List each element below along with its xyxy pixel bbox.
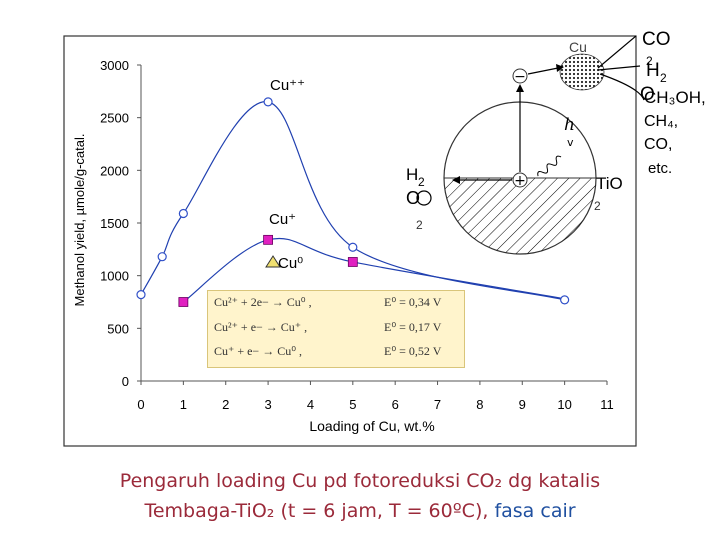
curve-cu-plus (183, 237, 565, 303)
x-tick-label: 0 (137, 397, 144, 412)
x-tick-label: 2 (222, 397, 229, 412)
x-tick-label: 4 (307, 397, 314, 412)
x-tick-label: 3 (264, 397, 271, 412)
data-point-circle (560, 295, 570, 305)
co2-line (597, 35, 637, 69)
data-point-circle (263, 97, 273, 107)
x-tick-label: 6 (392, 397, 399, 412)
caption-line-2: Tembaga-TiO₂ (t = 6 jam, T = 60ºC), fasa… (0, 500, 720, 522)
annotation-cu-2plus: Cu⁺⁺ (270, 77, 305, 94)
hole-plus: + (514, 173, 526, 189)
equation-potential: E⁰ = 0,17 V (384, 320, 442, 334)
equation-potential: E⁰ = 0,52 V (384, 344, 442, 358)
o2-label-sub: 2 (416, 218, 423, 232)
caption-conditions: Tembaga-TiO₂ (t = 6 jam, T = 60ºC), (144, 500, 489, 522)
hole-symbol (512, 172, 528, 188)
h2o-label-o: O (406, 188, 420, 208)
cu-label: Cu (569, 39, 587, 55)
equation-left: Cu⁺ + e− → Cu⁰ , (214, 344, 303, 358)
product-methanol: CH₃OH, (644, 88, 706, 107)
redox-equations-box: Cu²⁺ + 2e− → Cu⁰ , E⁰ = 0,34 V Cu²⁺ + e−… (207, 290, 465, 368)
h2o-product-h: H (646, 60, 660, 81)
y-tick-label: 500 (107, 321, 129, 336)
tio2-label: TiO (596, 174, 623, 193)
product-co: CO, (644, 136, 672, 153)
equation-potential: E⁰ = 0,34 V (384, 295, 442, 309)
equation-left: Cu²⁺ + e− → Cu⁺ , (214, 320, 308, 334)
x-axis-label: Loading of Cu, wt.% (309, 418, 434, 434)
y-tick-label: 2000 (100, 163, 129, 178)
photon-wave (537, 155, 562, 177)
excitation-arrowhead (516, 84, 524, 92)
annotation-cu-plus: Cu⁺ (269, 211, 296, 228)
y-axis-label: Methanol yield, µmole/g-catal. (72, 134, 87, 307)
h2o-label-sub: 2 (418, 175, 425, 189)
tick-labels: 0 1 2 3 4 5 6 7 8 9 10 11 0 500 1000 1500 2000 2500 3000 (100, 58, 614, 412)
cu-particle (559, 53, 605, 91)
data-point-circle (178, 208, 188, 219)
x-tick-label: 7 (434, 397, 441, 412)
electron-symbol (512, 68, 528, 84)
triangle-icon (265, 255, 281, 268)
electron-transfer-arrow (527, 67, 559, 75)
equation-left: Cu²⁺ + 2e− → Cu⁰ , (214, 295, 312, 309)
caption-phase: fasa cair (494, 500, 576, 522)
data-markers (136, 97, 570, 307)
caption-line-1: Pengaruh loading Cu pd fotoreduksi CO₂ d… (119, 470, 601, 492)
valence-band-hatch (444, 178, 596, 254)
co2-label-sub: 2 (646, 54, 653, 68)
y-tick-label: 3000 (100, 58, 129, 73)
y-tick-label: 1000 (100, 269, 129, 284)
h2o-line (597, 65, 641, 71)
data-point-circle (136, 290, 146, 300)
h2o-product-sub: 2 (660, 71, 667, 85)
data-point-square (347, 257, 358, 267)
product-methane: CH₄, (644, 113, 678, 130)
particle-diagram: − + h v (443, 35, 645, 255)
photon-h: h (564, 115, 575, 135)
x-tick-label: 8 (476, 397, 483, 412)
h2o-label-h: H (406, 165, 418, 184)
oxidation-arrowhead (452, 176, 460, 184)
data-point-square (178, 297, 189, 307)
x-tick-label: 10 (557, 397, 571, 412)
y-tick-label: 0 (122, 374, 129, 389)
x-tick-label: 1 (180, 397, 187, 412)
annotation-cu-0: Cu⁰ (278, 255, 303, 272)
x-tick-label: 11 (600, 397, 614, 412)
data-point-circle (157, 252, 167, 262)
data-point-circle (348, 242, 358, 252)
o2-ring-icon (416, 190, 432, 206)
product-etc: etc. (648, 160, 672, 177)
electron-transfer-arrowhead (556, 64, 564, 72)
y-tick-label: 1500 (100, 216, 129, 231)
data-point-square (263, 234, 273, 245)
photon-nu: v (567, 136, 574, 149)
electron-minus: − (514, 69, 526, 85)
h2o-product-o: O (640, 84, 655, 105)
y-tick-label: 2500 (100, 111, 129, 126)
x-tick-label: 5 (349, 397, 356, 412)
x-tick-label: 9 (519, 397, 526, 412)
tio2-label-sub: 2 (594, 199, 601, 213)
co2-label: CO (642, 29, 671, 50)
product-line (599, 73, 645, 101)
